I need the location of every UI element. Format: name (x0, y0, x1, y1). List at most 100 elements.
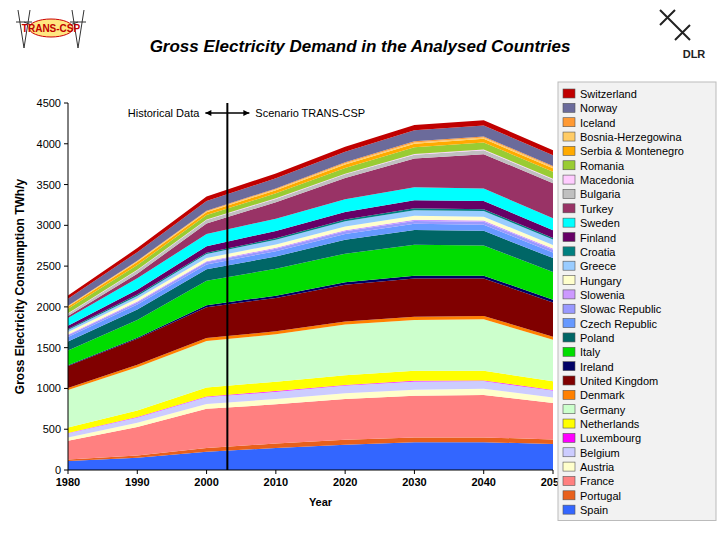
area (68, 120, 553, 299)
x-tick (137, 470, 138, 474)
legend-swatch (563, 247, 575, 256)
legend-swatch (563, 362, 575, 371)
legend-swatch (563, 448, 575, 457)
y-tick-label: 500 (43, 423, 61, 435)
legend-label: Serbia & Montenegro (580, 145, 684, 157)
y-tick-label: 2500 (37, 260, 61, 272)
x-tick-label: 2000 (194, 476, 218, 488)
legend: Switzerland Norway Iceland Bosnia-Herzegowi… (558, 82, 716, 521)
legend-swatch (563, 419, 575, 428)
legend-swatch (563, 146, 575, 155)
x-tick-label: 2020 (333, 476, 357, 488)
x-axis (68, 470, 553, 471)
y-tick (64, 429, 68, 430)
legend-swatch (563, 132, 575, 141)
y-axis-label: Gross Electricity Consumption TWh/y (13, 179, 27, 395)
legend-label: Switzerland (580, 88, 637, 100)
legend-swatch (563, 276, 575, 285)
legend-box (558, 82, 716, 521)
legend-label: Macedonia (580, 174, 635, 186)
legend-label: Romania (580, 160, 625, 172)
y-tick (64, 306, 68, 307)
arrow-heads (205, 110, 249, 116)
legend-swatch (563, 261, 575, 270)
x-tick (483, 470, 484, 474)
y-tick (64, 266, 68, 267)
legend-swatch (563, 89, 575, 98)
y-tick-label: 2000 (37, 301, 61, 313)
legend-label: Turkey (580, 203, 614, 215)
y-tick (64, 103, 68, 104)
legend-label: Luxembourg (580, 432, 641, 444)
legend-swatch (563, 390, 575, 399)
legend-label: Portugal (580, 490, 621, 502)
legend-swatch (563, 462, 575, 471)
x-tick (345, 470, 346, 474)
x-tick (275, 470, 276, 474)
y-tick-label: 3000 (37, 219, 61, 231)
legend-swatch (563, 304, 575, 313)
legend-swatch (563, 290, 575, 299)
legend-swatch (563, 433, 575, 442)
legend-label: Denmark (580, 389, 625, 401)
x-tick (206, 470, 207, 474)
legend-label: Poland (580, 332, 614, 344)
legend-swatch (563, 175, 575, 184)
legend-label: United Kingdom (580, 375, 658, 387)
x-tick-label: 2010 (264, 476, 288, 488)
annotation: Historical Data (128, 107, 200, 119)
x-tick-label: 1990 (125, 476, 149, 488)
x-tick-label: 2040 (471, 476, 495, 488)
divider (226, 103, 228, 470)
legend-label: Italy (580, 346, 601, 358)
legend-swatch (563, 347, 575, 356)
legend-label: Netherlands (580, 418, 640, 430)
legend-swatch (563, 189, 575, 198)
legend-label: Finland (580, 232, 616, 244)
x-tick-label: 2030 (402, 476, 426, 488)
y-tick (64, 143, 68, 144)
legend-label: Croatia (580, 246, 616, 258)
legend-swatch (563, 161, 575, 170)
y-tick (64, 225, 68, 226)
x-tick (68, 470, 69, 474)
legend-swatch (563, 405, 575, 414)
legend-label: Czech Republic (580, 318, 658, 330)
y-tick (64, 184, 68, 185)
title: Gross Electricity Demand in the Analysed… (150, 37, 571, 56)
divider-arrow (205, 112, 249, 114)
logo-text: TRANS-CSP (22, 23, 81, 34)
x-axis-label: Year (309, 496, 333, 508)
legend-label: Germany (580, 404, 626, 416)
legend-label: Spain (580, 504, 608, 516)
legend-swatch (563, 204, 575, 213)
y-tick (64, 388, 68, 389)
legend-label: Iceland (580, 117, 615, 129)
header: TRANS-CSPDLR (16, 10, 705, 60)
legend-label: Austria (580, 461, 615, 473)
legend-label: Bosnia-Herzegowina (580, 131, 682, 143)
legend-swatch (563, 319, 575, 328)
legend-swatch (563, 233, 575, 242)
plot-area (68, 120, 553, 470)
y-axis (68, 103, 69, 470)
legend-label: Belgium (580, 447, 620, 459)
legend-label: Norway (580, 102, 618, 114)
legend-swatch (563, 505, 575, 514)
y-tick-label: 3500 (37, 179, 61, 191)
legend-label: France (580, 475, 614, 487)
y-tick-label: 0 (55, 464, 61, 476)
area (68, 125, 553, 305)
legend-swatch (563, 491, 575, 500)
legend-swatch (563, 476, 575, 485)
legend-label: Hungary (580, 275, 622, 287)
x-tick (414, 470, 415, 474)
x-tick-label: 1980 (56, 476, 80, 488)
annotation: Scenario TRANS-CSP (255, 107, 365, 119)
y-tick-label: 1500 (37, 342, 61, 354)
y-tick-label: 4000 (37, 138, 61, 150)
y-tick-label: 4500 (37, 97, 61, 109)
logo-mark (660, 10, 690, 40)
legend-label: Slowenia (580, 289, 626, 301)
y-tick-label: 1000 (37, 382, 61, 394)
